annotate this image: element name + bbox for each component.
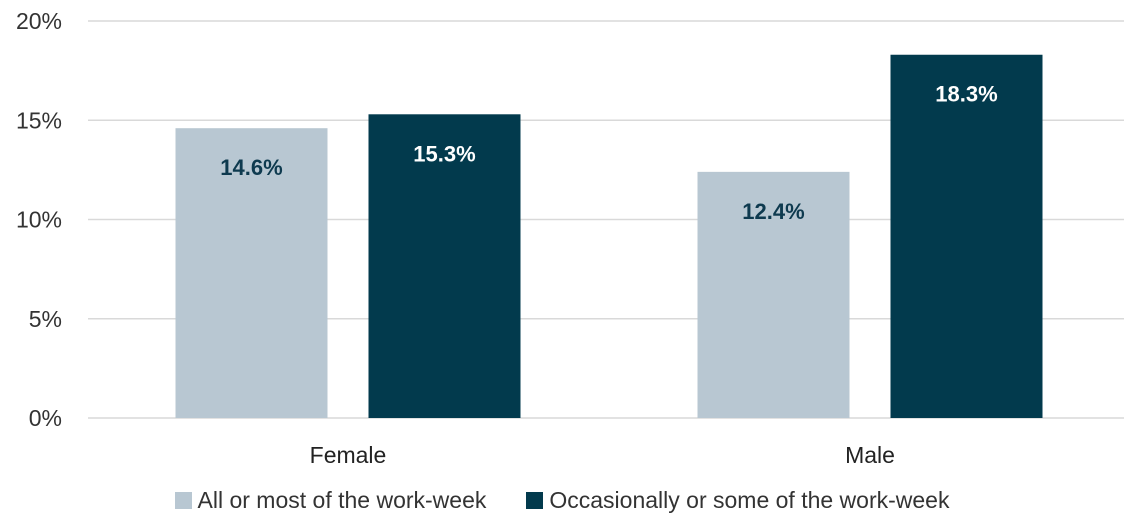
- y-tick-label: 20%: [16, 8, 62, 34]
- category-label-female: Female: [310, 442, 387, 468]
- data-labels: 14.6% 15.3% 12.4% 18.3%: [220, 82, 997, 224]
- legend-label-all-or-most: All or most of the work-week: [197, 486, 487, 513]
- data-label: 12.4%: [742, 199, 804, 224]
- data-label: 15.3%: [413, 141, 475, 166]
- legend-item-occasionally: Occasionally or some of the work-week: [526, 487, 949, 514]
- y-tick-label: 15%: [16, 107, 62, 133]
- y-tick-label: 5%: [29, 306, 62, 332]
- bar-female-series-0: [175, 128, 328, 418]
- legend-item-all-or-most: All or most of the work-week: [174, 486, 487, 514]
- bar-chart-svg: 0% 5% 10% 15% 20% 14.6% 15.3% 12.4% 18.3% Femal…: [16, 8, 1124, 468]
- legend: All or most of the work-week Occasionall…: [0, 482, 1124, 518]
- legend-label-occasionally: Occasionally or some of the work-week: [549, 486, 950, 513]
- bars: [175, 54, 1043, 419]
- bar-male-series-0: [697, 171, 850, 418]
- bar-female-series-1: [368, 114, 521, 419]
- y-tick-label: 10%: [16, 207, 62, 233]
- y-axis-ticks: 0% 5% 10% 15% 20%: [16, 8, 62, 431]
- legend-swatch-all-or-most: [174, 491, 192, 509]
- category-label-male: Male: [845, 442, 895, 468]
- x-axis-categories: Female Male: [310, 442, 895, 468]
- legend-swatch-occasionally: [526, 491, 544, 509]
- data-label: 14.6%: [220, 155, 282, 180]
- data-label: 18.3%: [935, 82, 997, 107]
- bar-male-series-1: [890, 54, 1043, 419]
- y-tick-label: 0%: [29, 405, 62, 431]
